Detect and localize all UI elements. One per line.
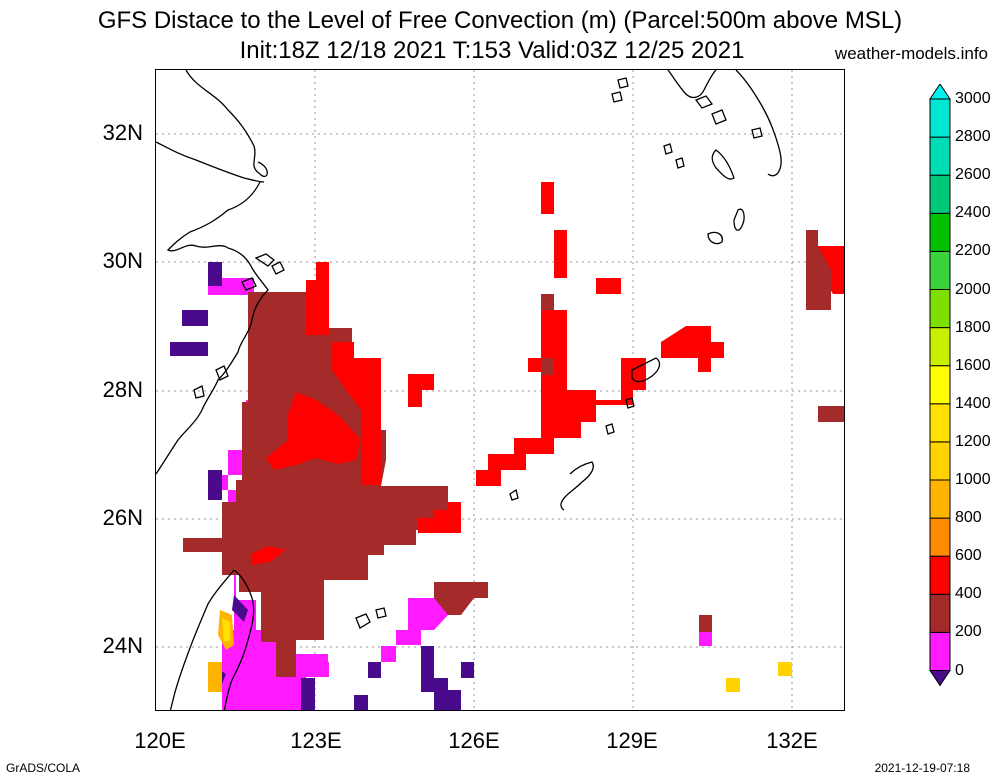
colorbar-label-1800: 1800 bbox=[955, 318, 991, 336]
colorbar-label-1000: 1000 bbox=[955, 471, 991, 488]
lon-label-120e: 120E bbox=[134, 728, 186, 753]
colorbar-bin-1600 bbox=[929, 327, 951, 367]
colorbar-bin-2400 bbox=[929, 174, 951, 214]
colorbar-label-600: 600 bbox=[955, 547, 982, 565]
colorbar-label-1600: 1600 bbox=[955, 356, 991, 374]
lon-label-132e: 132E bbox=[766, 728, 818, 753]
shade-400 bbox=[183, 292, 448, 677]
colorbar-label-2000: 2000 bbox=[955, 280, 991, 298]
colorbar-label-2800: 2800 bbox=[955, 128, 991, 146]
map-subtitle: Init:18Z 12/18 2021 T:153 Valid:03Z 12/2… bbox=[239, 37, 745, 64]
lon-label-123e: 123E bbox=[290, 728, 342, 753]
lon-label-126e: 126E bbox=[448, 728, 500, 753]
colorbar-label-800: 800 bbox=[955, 509, 982, 527]
colorbar-bin-1200 bbox=[929, 403, 951, 443]
lon-label-129e: 129E bbox=[606, 728, 658, 753]
software-credit: GrADS/COLA bbox=[6, 761, 81, 775]
colorbar-bin-1000 bbox=[929, 441, 951, 481]
lat-label-24n: 24N bbox=[102, 633, 143, 658]
colorbar-bin-1800 bbox=[929, 289, 951, 329]
colorbar-label-200: 200 bbox=[955, 623, 982, 641]
lfc-distance-field bbox=[170, 182, 844, 710]
colorbar-bin-2600 bbox=[929, 136, 951, 176]
lat-label-26n: 26N bbox=[102, 505, 143, 530]
render-timestamp: 2021-12-19-07:18 bbox=[874, 761, 970, 775]
colorbar-label-400: 400 bbox=[955, 585, 982, 603]
colorbar-extend-min bbox=[929, 670, 951, 687]
colorbar-bin-200 bbox=[929, 593, 951, 633]
map-panel bbox=[155, 69, 845, 711]
colorbar-bin-2200 bbox=[929, 212, 951, 252]
colorbar bbox=[929, 84, 951, 687]
shade-1000-1400 bbox=[208, 610, 792, 692]
shade-400-patches bbox=[434, 230, 844, 632]
colorbar-label-2600: 2600 bbox=[955, 166, 991, 184]
colorbar-bin-800 bbox=[929, 479, 951, 519]
colorbar-bin-600 bbox=[929, 517, 951, 557]
colorbar-bin-400 bbox=[929, 555, 951, 595]
site-credit: weather-models.info bbox=[834, 44, 988, 63]
colorbar-label-0: 0 bbox=[955, 661, 964, 679]
colorbar-bin-1400 bbox=[929, 365, 951, 405]
colorbar-label-1400: 1400 bbox=[955, 394, 991, 412]
lat-label-28n: 28N bbox=[102, 377, 143, 402]
colorbar-bin-0 bbox=[929, 631, 951, 672]
colorbar-label-1200: 1200 bbox=[955, 432, 991, 450]
colorbar-bin-2800 bbox=[929, 98, 951, 138]
colorbar-extend-max bbox=[929, 84, 951, 100]
shade-200-patches bbox=[248, 598, 712, 710]
map-canvas bbox=[156, 70, 844, 710]
map-title: GFS Distace to the Level of Free Convect… bbox=[97, 7, 903, 34]
lat-label-30n: 30N bbox=[102, 248, 143, 273]
colorbar-label-2400: 2400 bbox=[955, 204, 991, 222]
lat-label-32n: 32N bbox=[102, 120, 143, 145]
colorbar-label-2200: 2200 bbox=[955, 242, 991, 260]
coastlines bbox=[156, 70, 782, 710]
colorbar-label-3000: 3000 bbox=[955, 90, 991, 107]
colorbar-bin-2000 bbox=[929, 250, 951, 290]
